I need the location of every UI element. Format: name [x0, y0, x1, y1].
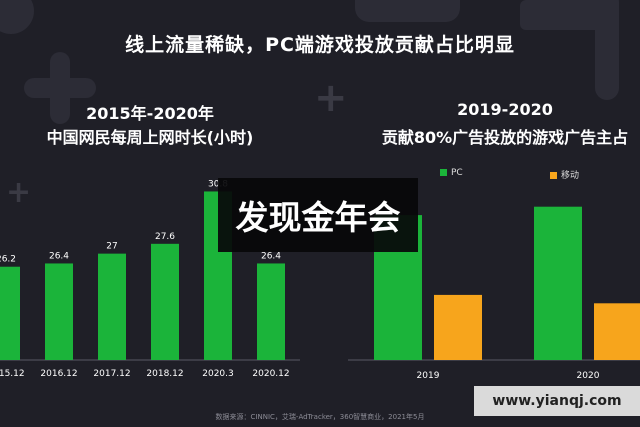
x-tick-label: 2017.12 — [93, 369, 130, 379]
site-watermark: www.yianqj.com — [474, 386, 640, 416]
x-tick-label: 2020.12 — [252, 369, 289, 379]
bar — [151, 243, 179, 360]
legend-label-mobile: 移动 — [561, 171, 580, 181]
bar — [257, 263, 285, 360]
bar — [45, 263, 73, 360]
left-chart-subtitle: 中国网民每周上网时长(小时) — [46, 128, 254, 147]
bar-value-label: 26.2 — [0, 255, 16, 265]
bar-value-label: 26.4 — [261, 251, 281, 261]
right-chart-subtitle: 贡献80%广告投放的游戏广告主占 — [381, 128, 629, 147]
x-tick-label: 2020 — [577, 371, 600, 381]
x-tick-label: 2020.3 — [202, 369, 234, 379]
legend-swatch-mobile — [550, 172, 557, 179]
decorative-shape — [595, 0, 619, 100]
legend-swatch-pc — [440, 169, 447, 176]
x-tick-label: 2015.12 — [0, 369, 25, 379]
bar — [594, 303, 640, 360]
x-tick-label: 2018.12 — [146, 369, 183, 379]
source-note: 数据来源：CINNIC，艾瑞-AdTracker，360智慧商业，2021年5月 — [215, 413, 425, 421]
x-tick-label: 2019 — [417, 371, 440, 381]
plus-decoration-icon: + — [314, 75, 348, 121]
legend-item-mobile: 移动 — [550, 168, 579, 181]
left-chart-title: 2015年-2020年 — [86, 104, 214, 123]
bar-value-label: 26.4 — [49, 251, 69, 261]
decorative-shape — [24, 78, 96, 98]
bar — [98, 253, 126, 360]
bar — [434, 294, 482, 360]
legend-item-pc: PC — [440, 168, 463, 178]
plus-decoration-icon: + — [6, 175, 32, 210]
watermark-overlay: 发现金年会 — [218, 178, 418, 252]
legend-label-pc: PC — [451, 168, 463, 178]
decorative-shape — [355, 0, 460, 22]
bar — [534, 206, 582, 360]
bar-value-label: 27 — [106, 242, 117, 252]
right-chart-title: 2019-2020 — [457, 100, 553, 119]
page-title: 线上流量稀缺，PC端游戏投放贡献占比明显 — [125, 34, 515, 56]
bar-value-label: 27.6 — [155, 232, 175, 242]
bar — [0, 266, 20, 360]
x-tick-label: 2016.12 — [40, 369, 77, 379]
